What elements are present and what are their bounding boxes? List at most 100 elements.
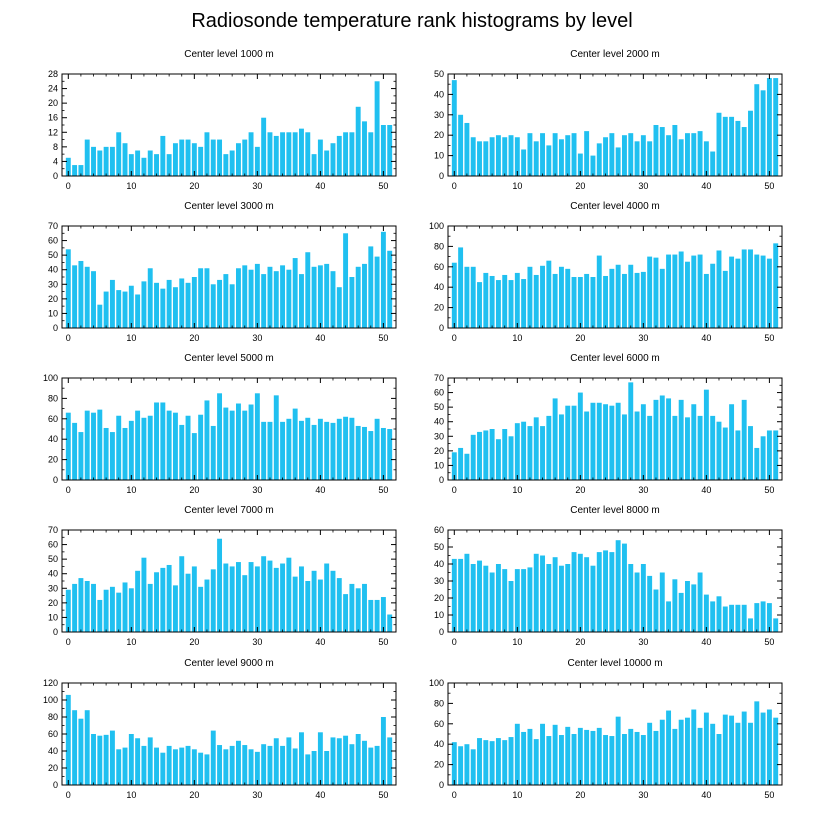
- bar: [185, 139, 191, 176]
- x-tick-label: 40: [315, 181, 325, 191]
- bar: [653, 399, 659, 480]
- bar: [710, 723, 716, 785]
- bar: [248, 404, 254, 480]
- bar: [72, 422, 78, 480]
- bar: [317, 139, 323, 176]
- bar: [91, 412, 96, 480]
- bar: [691, 255, 697, 328]
- bar: [336, 578, 342, 632]
- x-tick-label: 0: [66, 333, 71, 343]
- bar: [368, 599, 374, 632]
- bar: [653, 125, 659, 176]
- bar: [514, 423, 520, 480]
- bar: [451, 80, 457, 176]
- bar: [387, 125, 393, 176]
- bar: [261, 556, 267, 632]
- bar: [477, 141, 482, 176]
- bar: [533, 274, 539, 328]
- bar: [343, 735, 349, 785]
- bar: [198, 268, 204, 328]
- y-tick-label: 10: [434, 151, 444, 161]
- bar: [729, 715, 735, 785]
- x-tick-label: 0: [66, 637, 71, 647]
- y-tick-label: 20: [48, 455, 58, 465]
- bar: [697, 415, 703, 480]
- bar: [691, 584, 697, 632]
- bar: [483, 430, 489, 480]
- y-tick-label: 0: [439, 475, 444, 485]
- bar: [741, 127, 747, 176]
- y-tick-label: 20: [434, 446, 444, 456]
- bar: [716, 734, 722, 785]
- bar: [609, 133, 615, 176]
- bar: [223, 749, 229, 785]
- bar: [166, 745, 172, 785]
- panel-title: Center level 3000 m: [184, 201, 274, 212]
- bar: [640, 135, 646, 176]
- x-tick-label: 10: [126, 637, 136, 647]
- bar: [185, 282, 191, 328]
- y-tick-label: 40: [434, 282, 444, 292]
- bar: [540, 265, 545, 328]
- bar: [546, 415, 552, 480]
- x-tick-label: 20: [189, 637, 199, 647]
- bar: [362, 583, 367, 632]
- bar: [280, 745, 286, 785]
- bar: [596, 402, 602, 480]
- y-tick-label: 40: [434, 417, 444, 427]
- y-tick-label: 60: [434, 719, 444, 729]
- bar: [172, 412, 178, 480]
- panel-title: Center level 5000 m: [184, 353, 274, 364]
- bar: [489, 429, 495, 480]
- x-tick-label: 40: [315, 790, 325, 800]
- y-tick-label: 10: [48, 612, 58, 622]
- bar: [735, 604, 741, 632]
- bar: [72, 265, 78, 328]
- bar: [116, 132, 122, 176]
- bar: [672, 125, 678, 176]
- bar: [141, 745, 147, 785]
- y-tick-label: 10: [434, 460, 444, 470]
- bar: [147, 415, 153, 480]
- bar: [179, 424, 185, 480]
- bar: [640, 564, 646, 632]
- bar: [634, 272, 640, 328]
- bar: [685, 581, 690, 632]
- bar: [470, 137, 476, 176]
- y-tick-label: 0: [53, 171, 58, 181]
- bar: [521, 149, 527, 176]
- x-tick-label: 40: [701, 790, 711, 800]
- bar: [135, 738, 141, 785]
- bar: [179, 278, 185, 328]
- bar: [596, 255, 602, 328]
- y-tick-label: 40: [434, 559, 444, 569]
- bar: [716, 596, 722, 632]
- bar: [254, 566, 260, 632]
- bar: [628, 382, 634, 480]
- bar: [584, 557, 590, 632]
- bar: [116, 592, 122, 632]
- bar: [109, 586, 115, 632]
- bar: [672, 254, 678, 328]
- x-tick-label: 0: [452, 637, 457, 647]
- bar: [609, 736, 615, 785]
- bar: [748, 426, 753, 480]
- x-tick-label: 20: [575, 181, 585, 191]
- bar: [336, 135, 342, 176]
- bar: [135, 294, 141, 328]
- bar: [760, 255, 766, 328]
- bar: [317, 418, 323, 480]
- bar: [84, 139, 90, 176]
- bar: [773, 78, 779, 176]
- bar: [311, 266, 317, 328]
- bar: [565, 268, 571, 328]
- bar: [305, 754, 311, 785]
- bar: [697, 727, 703, 785]
- bar: [451, 558, 457, 632]
- panel-2: Center level 2000 m 0 10 20 30 40 50 0 10 20 30 40 5…: [434, 49, 783, 191]
- bar: [590, 277, 596, 328]
- bar: [78, 578, 84, 632]
- bar: [172, 749, 178, 785]
- bar: [355, 106, 361, 176]
- y-tick-label: 80: [434, 241, 444, 251]
